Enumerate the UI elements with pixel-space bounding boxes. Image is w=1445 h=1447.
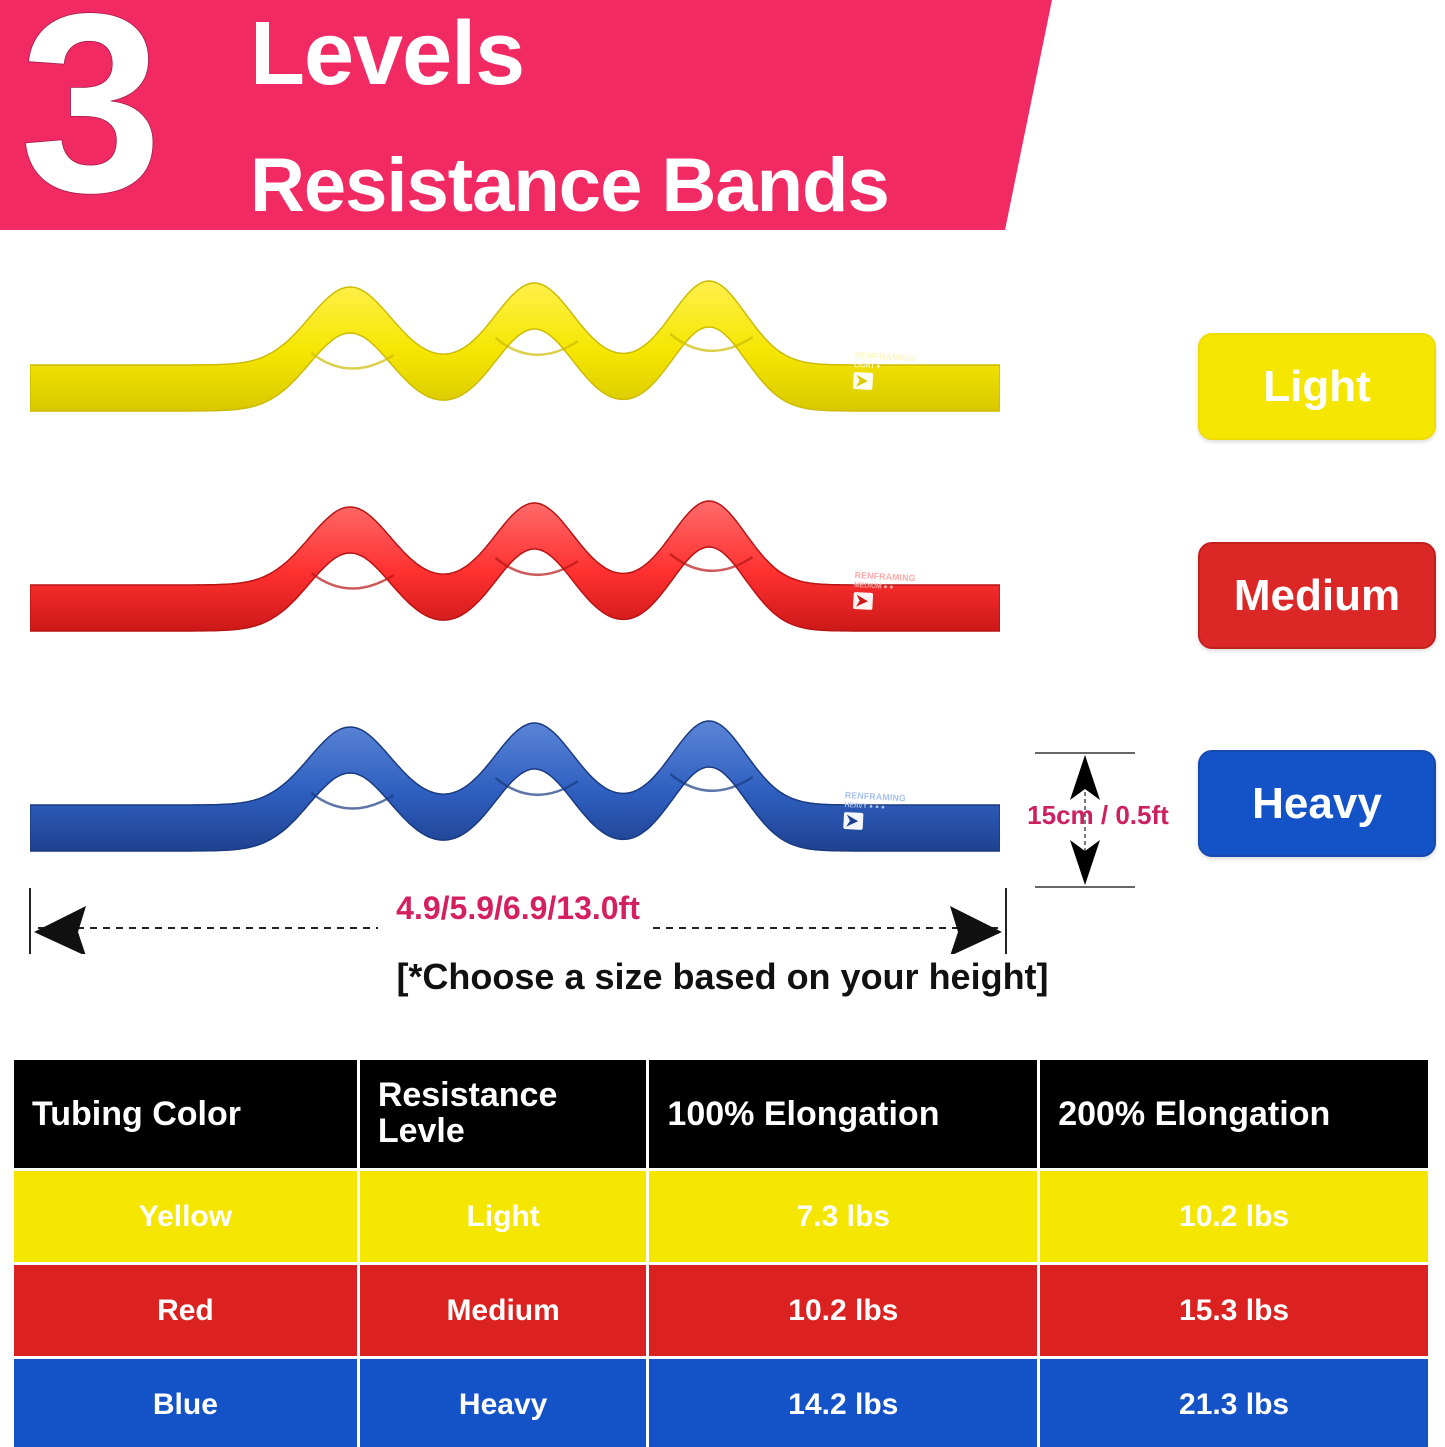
svg-text:3: 3: [20, 0, 162, 236]
svg-text:RENFRAMING: RENFRAMING: [845, 790, 906, 803]
svg-text:LIGHT ●: LIGHT ●: [854, 362, 881, 371]
svg-text:RENFRAMING: RENFRAMING: [854, 350, 915, 363]
svg-text:RENFRAMING: RENFRAMING: [854, 570, 915, 583]
